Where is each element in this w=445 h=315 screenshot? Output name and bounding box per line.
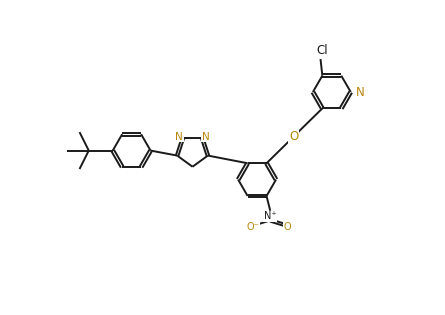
Text: N: N <box>202 132 210 142</box>
Text: N⁺: N⁺ <box>264 211 276 221</box>
Text: N: N <box>356 85 365 99</box>
Text: O: O <box>289 130 298 143</box>
Text: N: N <box>175 132 183 142</box>
Text: Cl: Cl <box>316 44 328 57</box>
Text: O⁻: O⁻ <box>247 222 259 232</box>
Text: O: O <box>284 222 291 232</box>
